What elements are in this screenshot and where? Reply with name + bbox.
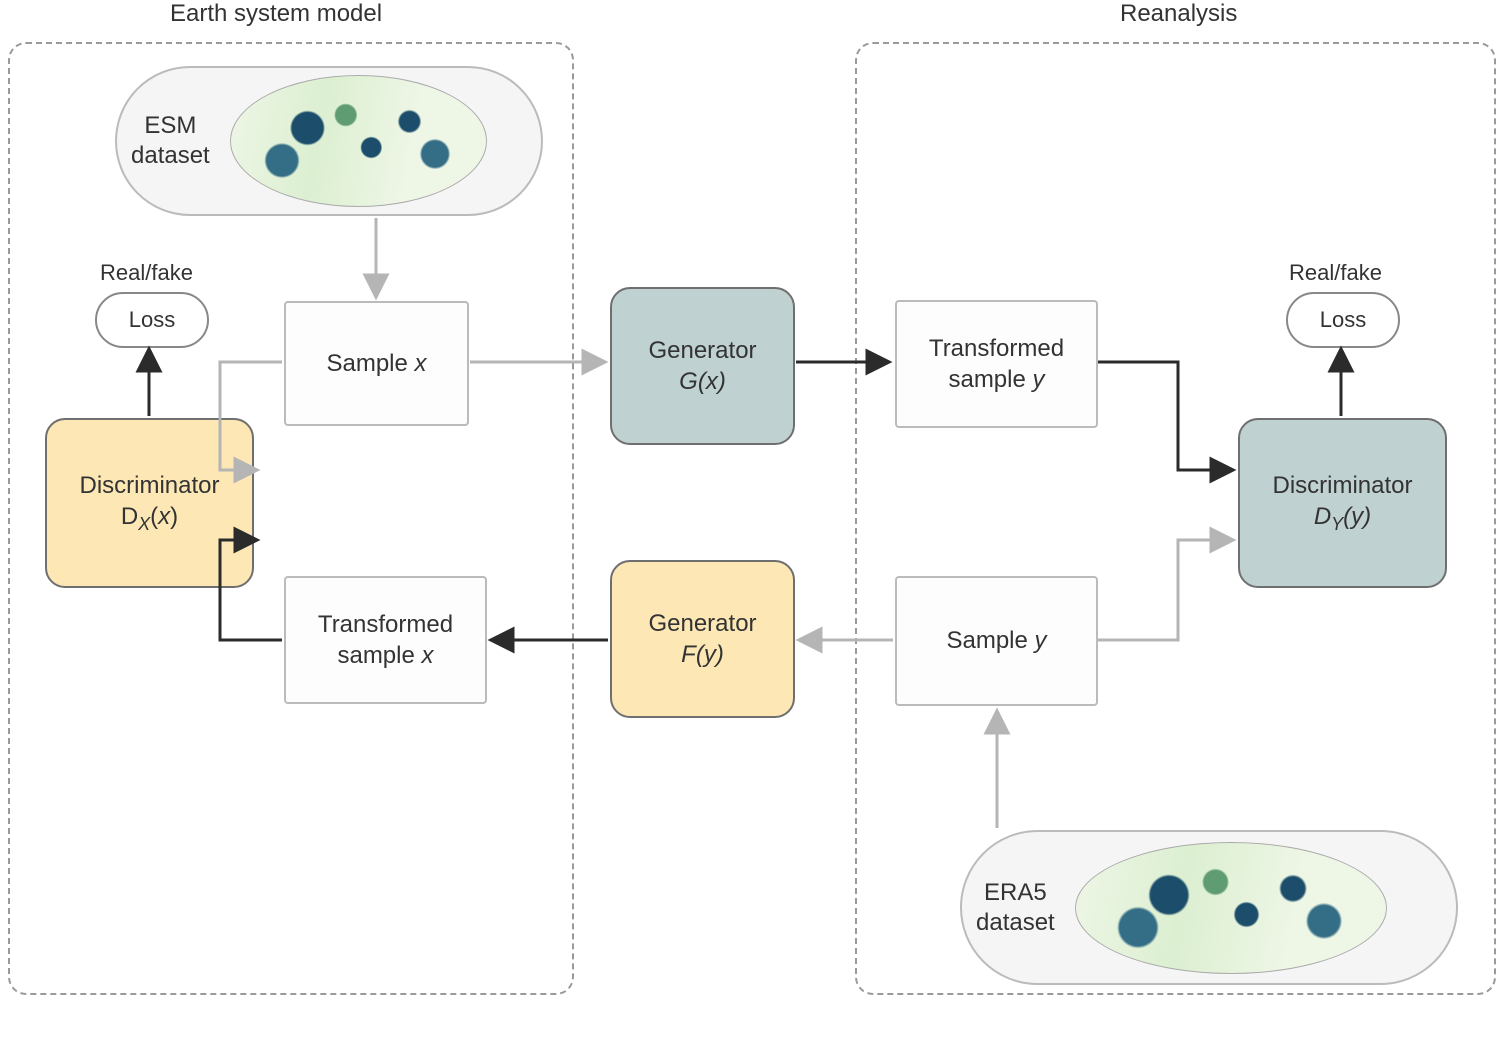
loss-right: Loss bbox=[1286, 292, 1400, 348]
sample-x-label: Sample x bbox=[326, 348, 426, 379]
generator-f: Generator F(y) bbox=[610, 560, 795, 718]
transformed-sample-y-label: Transformed sample y bbox=[929, 333, 1064, 395]
era5-dataset-label: ERA5 dataset bbox=[976, 878, 1055, 938]
loss-right-caption: Real/fake bbox=[1289, 260, 1382, 286]
panel-left-title: Earth system model bbox=[170, 0, 382, 28]
esm-globe-icon bbox=[230, 75, 487, 207]
diagram-canvas: Earth system model Reanalysis ESM datase… bbox=[0, 0, 1506, 1051]
discriminator-x: Discriminator DX(x) bbox=[45, 418, 254, 588]
transformed-sample-x-label: Transformed sample x bbox=[318, 609, 453, 671]
generator-g-label: Generator G(x) bbox=[648, 335, 756, 397]
sample-y: Sample y bbox=[895, 576, 1098, 706]
sample-x: Sample x bbox=[284, 301, 469, 426]
loss-left-label: Loss bbox=[129, 307, 175, 333]
panel-right-title: Reanalysis bbox=[1120, 0, 1237, 28]
loss-left-caption: Real/fake bbox=[100, 260, 193, 286]
discriminator-y-label: Discriminator DY(y) bbox=[1272, 470, 1412, 536]
loss-right-label: Loss bbox=[1320, 307, 1366, 333]
era5-dataset: ERA5 dataset bbox=[960, 830, 1458, 985]
generator-g: Generator G(x) bbox=[610, 287, 795, 445]
sample-y-label: Sample y bbox=[946, 625, 1046, 656]
transformed-sample-y: Transformed sample y bbox=[895, 300, 1098, 428]
esm-dataset: ESM dataset bbox=[115, 66, 543, 216]
era5-globe-icon bbox=[1075, 842, 1387, 974]
generator-f-label: Generator F(y) bbox=[648, 608, 756, 670]
esm-dataset-label: ESM dataset bbox=[131, 111, 210, 171]
transformed-sample-x: Transformed sample x bbox=[284, 576, 487, 704]
discriminator-y: Discriminator DY(y) bbox=[1238, 418, 1447, 588]
discriminator-x-label: Discriminator DX(x) bbox=[79, 470, 219, 536]
loss-left: Loss bbox=[95, 292, 209, 348]
